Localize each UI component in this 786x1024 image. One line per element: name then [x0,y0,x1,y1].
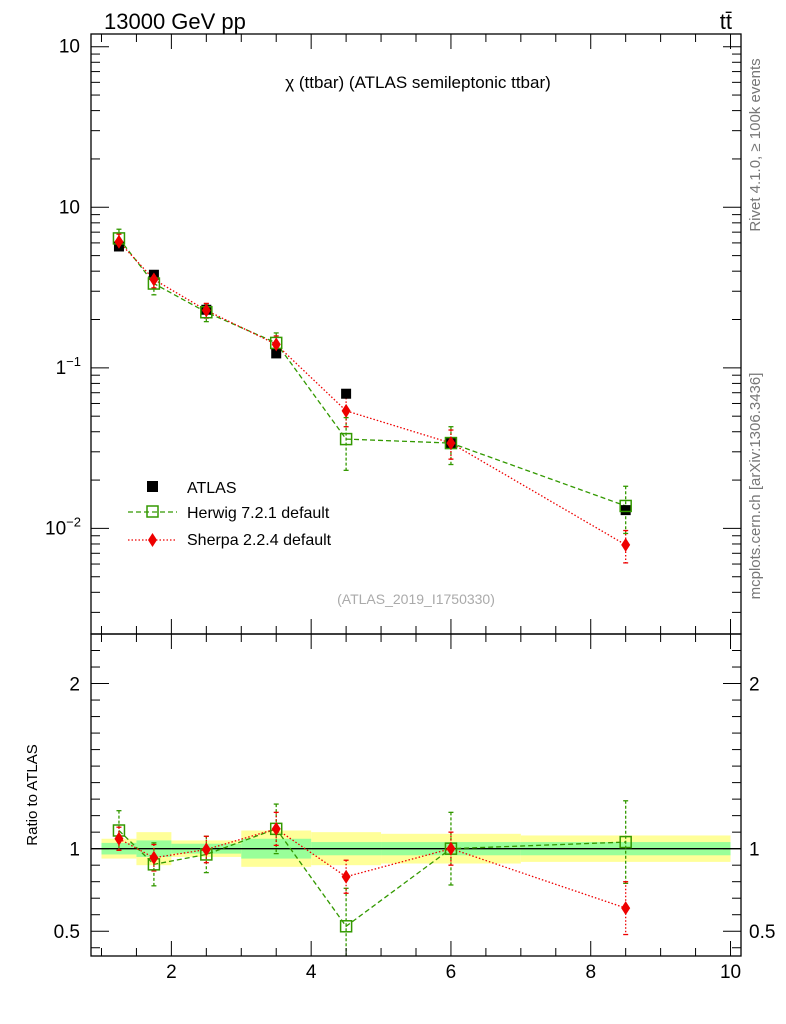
sherpa-point [271,337,281,352]
main-axis-ticks: 10−2 1−1 10 10 [45,34,741,634]
atlas-data-point [271,348,282,359]
sherpa-point [201,303,211,318]
legend: ATLAS Herwig 7.2.1 default Sherpa 2.2.4 … [128,480,332,549]
ratio-sherpa-point [271,821,281,836]
main-y-tick-label: 10 [59,37,80,58]
ratio-sherpa-point [114,831,124,846]
atlas-data-point [620,505,631,516]
legend-atlas-label: ATLAS [187,480,237,497]
sherpa-point [621,537,631,552]
main-y-tick-label: 1−1 [56,354,81,379]
ratio-plot-panel: 2 4 6 8 10 0.5 0.5 1 1 2 2 Ratio to ATLAS [24,633,775,983]
ratio-sherpa-error-bar [623,881,629,936]
legend-sherpa-marker [148,533,157,547]
ratio-sherpa-error-bar [273,811,279,847]
herwig-point [619,499,632,513]
ratio-x-tick-label: 2 [166,962,177,983]
process-label: tt̄ [720,9,732,34]
herwig-error-bar [623,485,629,535]
ratio-x-tick-label: 6 [446,962,457,983]
legend-atlas-marker [147,481,158,492]
ratio-sherpa-point [201,842,211,857]
sherpa-point [114,234,124,249]
legend-herwig-marker [146,505,159,518]
ratio-y-axis-label: Ratio to ATLAS [24,744,41,845]
ratio-x-tick-label: 4 [306,962,317,983]
ratio-herwig-error-bar [623,800,629,884]
ratio-plot-frame [90,633,742,957]
ratio-y-tick-label-left: 2 [69,675,80,696]
ratio-y-tick-label-left: 0.5 [54,922,80,943]
rivet-version-label: Rivet 4.1.0, ≥ 100k events [747,58,764,231]
main-plot-panel: 10−2 1−1 10 10 χ (ttbar) (ATLAS semileptoni… [45,33,742,635]
ratio-y-tick-label-right: 1 [749,840,760,861]
ratio-x-tick-label: 8 [585,962,596,983]
ratio-y-tick-label-left: 1 [69,840,80,861]
ratio-sherpa-error-bar [343,859,349,894]
ratio-sherpa-point [446,841,456,856]
herwig-point [339,432,353,446]
analysis-watermark: (ATLAS_2019_I1750330) [337,591,495,607]
ratio-sherpa-error-bar [448,831,454,866]
sherpa-point [341,403,351,418]
sherpa-line [118,241,627,546]
ratio-y-tick-label-right: 0.5 [749,922,775,943]
ratio-herwig-point [339,920,353,933]
ratio-herwig-point [619,835,632,849]
atlas-data-point [341,388,352,399]
ratio-sherpa-point [621,901,631,916]
sherpa-point [149,272,159,287]
legend-sherpa-label: Sherpa 2.2.4 default [187,532,332,549]
main-y-tick-label: 10 [59,197,80,218]
ratio-herwig-error-bar [343,887,349,956]
plot-title: χ (ttbar) (ATLAS semileptonic ttbar) [285,73,551,92]
ratio-sherpa-point [149,850,159,865]
ratio-y-tick-label-right: 2 [749,675,760,696]
ratio-x-tick-label: 10 [720,962,741,983]
ratio-sherpa-point [341,869,351,884]
mcplots-source-label: mcplots.cern.ch [arXiv:1306.3436] [747,373,764,600]
herwig-line [118,238,626,507]
energy-label: 13000 GeV pp [104,9,246,34]
ratio-plot-marks [91,800,741,956]
sherpa-error-bar [623,529,629,564]
sherpa-point [446,436,456,451]
legend-herwig-label: Herwig 7.2.1 default [187,505,330,522]
ratio-axis-ticks: 2 4 6 8 10 0.5 0.5 1 1 2 2 [54,634,775,983]
ratio-sherpa-error-bar [151,843,157,872]
ratio-sherpa-error-bar [203,835,209,864]
main-plot-marks [112,228,632,564]
main-y-tick-label: 10−2 [45,514,81,539]
